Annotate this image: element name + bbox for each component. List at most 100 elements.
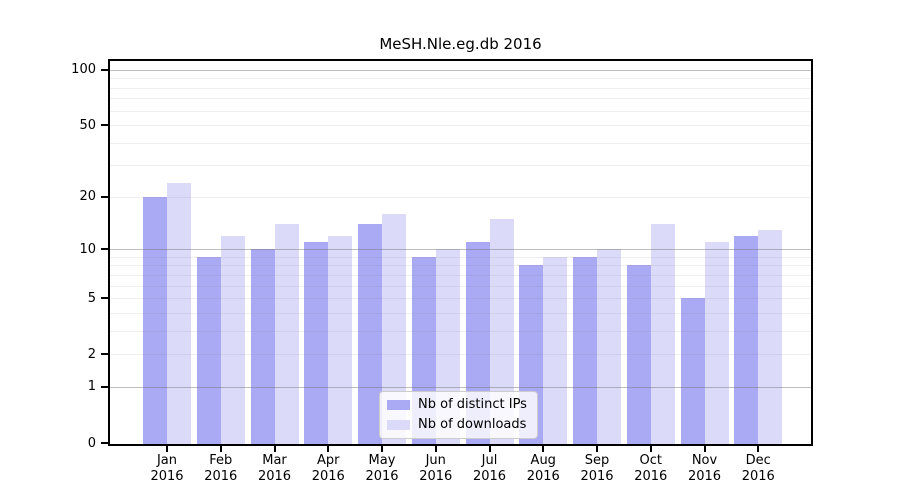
- x-axis-tick-mar: [273, 446, 276, 452]
- legend-label-ips: Nb of distinct IPs: [418, 397, 527, 412]
- y-axis-tick-2: [101, 353, 108, 356]
- x-axis-tick-may: [381, 446, 383, 452]
- y-axis-label-50: 50: [79, 117, 96, 133]
- gridline-minor-80: [110, 87, 811, 89]
- gridline-major-1: [110, 386, 811, 388]
- x-axis-label-month: Jun: [425, 453, 446, 468]
- x-axis-label-mar: Mar 2016: [245, 453, 305, 485]
- x-axis-label-year: 2016: [365, 469, 399, 484]
- x-axis-label-year: 2016: [419, 469, 453, 484]
- x-axis-label-apr: Apr 2016: [298, 453, 358, 485]
- legend-label-downloads: Nb of downloads: [418, 417, 527, 432]
- y-axis-label-10: 10: [79, 241, 96, 257]
- bar-ips-jan: [143, 196, 167, 444]
- gridline-minor-5: [110, 298, 811, 300]
- bar-downloads-feb: [220, 235, 245, 444]
- bar-ips-nov: [680, 298, 705, 444]
- x-axis-label-jun: Jun 2016: [406, 453, 466, 485]
- gridline-minor-50: [110, 125, 811, 127]
- x-axis-tick-nov: [703, 446, 706, 452]
- gridline-minor-4: [110, 312, 811, 314]
- x-axis-label-month: Feb: [209, 453, 233, 468]
- x-axis-label-year: 2016: [741, 469, 775, 484]
- x-axis-label-feb: Feb 2016: [191, 453, 251, 485]
- legend: Nb of distinct IPs Nb of downloads: [379, 391, 538, 439]
- x-axis-tick-jul: [488, 446, 491, 452]
- y-axis-tick-5: [101, 297, 108, 300]
- chart-title: MeSH.Nle.eg.db 2016: [379, 35, 542, 53]
- gridline-minor-7: [110, 274, 811, 276]
- x-axis-label-year: 2016: [150, 469, 184, 484]
- x-axis-label-month: May: [368, 453, 396, 468]
- bar-ips-mar: [250, 249, 275, 444]
- y-axis-tick-0: [101, 442, 108, 444]
- x-axis-label-month: Apr: [317, 453, 340, 468]
- x-axis-label-aug: Aug 2016: [513, 453, 573, 485]
- x-axis-label-may: May 2016: [352, 453, 412, 485]
- legend-swatch-downloads: [387, 419, 410, 430]
- bar-ips-oct: [626, 265, 651, 444]
- gridline-minor-30: [110, 165, 811, 167]
- x-axis-label-month: Nov: [691, 453, 718, 468]
- y-axis-tick-10: [101, 248, 108, 251]
- x-axis-label-year: 2016: [687, 469, 722, 484]
- y-axis-tick-20: [101, 195, 108, 198]
- x-axis-tick-jun: [434, 446, 437, 452]
- x-axis-label-oct: Oct 2016: [621, 453, 681, 485]
- x-axis-label-jan: Jan 2016: [137, 453, 197, 485]
- legend-swatch-ips: [387, 399, 410, 410]
- x-axis-label-month: Dec: [745, 453, 771, 468]
- x-axis-label-year: 2016: [472, 469, 507, 484]
- x-axis-tick-oct: [649, 446, 652, 452]
- bar-downloads-sep: [597, 249, 621, 444]
- x-axis-label-month: Oct: [639, 453, 662, 468]
- gridline-minor-40: [110, 142, 811, 144]
- bar-ips-dec: [734, 235, 759, 444]
- x-axis-label-month: Jan: [156, 453, 178, 468]
- x-axis-label-year: 2016: [580, 469, 614, 484]
- bar-downloads-dec: [758, 229, 783, 444]
- x-axis-tick-apr: [327, 446, 330, 452]
- x-axis-label-year: 2016: [311, 469, 345, 484]
- gridline-minor-2: [110, 354, 811, 356]
- bar-downloads-apr: [328, 235, 353, 444]
- y-axis-label-2: 2: [87, 346, 96, 362]
- x-axis-label-year: 2016: [526, 469, 560, 484]
- x-axis-label-month: Mar: [262, 453, 287, 468]
- bar-ips-sep: [573, 256, 597, 444]
- legend-row-ips: Nb of distinct IPs: [387, 397, 527, 412]
- x-axis-tick-feb: [219, 446, 222, 452]
- gridline-minor-8: [110, 265, 811, 267]
- gridline-major-100: [110, 69, 811, 71]
- gridline-minor-9: [110, 256, 811, 258]
- x-axis-label-year: 2016: [204, 469, 238, 484]
- bar-ips-apr: [304, 242, 329, 444]
- x-axis-tick-jan: [166, 446, 168, 452]
- y-axis-tick-50: [101, 124, 108, 127]
- y-axis-label-5: 5: [87, 290, 96, 306]
- y-axis-label-0: 0: [87, 435, 96, 451]
- x-axis-tick-dec: [757, 446, 760, 452]
- x-axis-label-year: 2016: [257, 469, 292, 484]
- x-axis-label-sep: Sep 2016: [567, 453, 627, 485]
- bar-downloads-nov: [704, 242, 729, 444]
- gridline-minor-20: [110, 196, 811, 198]
- x-axis-tick-sep: [596, 446, 598, 452]
- x-axis-label-month: Sep: [584, 453, 610, 468]
- bar-downloads-aug: [543, 256, 568, 444]
- bar-downloads-jan: [167, 182, 191, 444]
- y-axis-label-20: 20: [79, 189, 96, 205]
- x-axis-label-jul: Jul 2016: [460, 453, 520, 485]
- y-axis-tick-100: [101, 68, 108, 71]
- gridline-minor-6: [110, 285, 811, 287]
- x-axis-label-month: Jul: [481, 453, 498, 468]
- bar-downloads-oct: [650, 224, 675, 444]
- plot-area: [108, 59, 813, 446]
- y-axis-label-100: 100: [71, 62, 96, 78]
- x-axis-tick-aug: [542, 446, 545, 452]
- y-axis-tick-1: [101, 385, 108, 388]
- bar-ips-feb: [196, 256, 221, 444]
- bar-ips-may: [358, 224, 382, 444]
- y-axis-label-1: 1: [87, 379, 96, 395]
